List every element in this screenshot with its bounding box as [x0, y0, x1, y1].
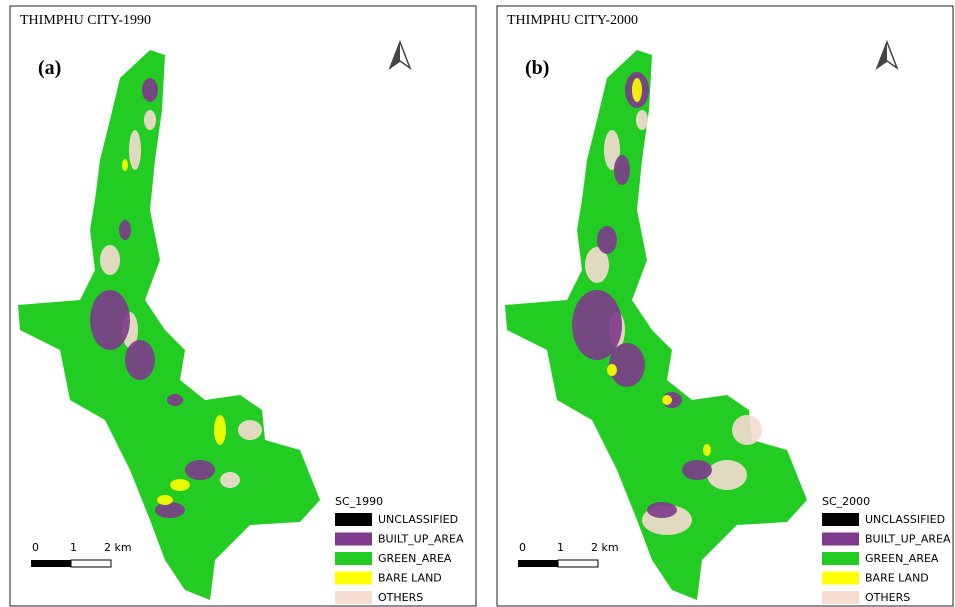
- scale-label: 2 km: [591, 541, 619, 554]
- land-patch: [100, 245, 120, 275]
- land-patch: [157, 495, 173, 505]
- panel-label: (b): [525, 57, 549, 79]
- scale-bar-black: [31, 560, 71, 567]
- scale-bar-white: [71, 560, 111, 567]
- legend-label: BUILT_UP_AREA: [378, 533, 464, 546]
- scale-label: 1: [70, 541, 77, 554]
- legend-label: UNCLASSIFIED: [378, 513, 458, 526]
- land-patch: [703, 444, 711, 456]
- legend-label: GREEN_AREA: [378, 552, 452, 565]
- figure: THIMPHU CITY-1990 (a) SC_1990 UNCLASSIFIED B…: [0, 0, 955, 607]
- land-patch: [90, 290, 130, 350]
- legend-label: BARE LAND: [378, 572, 442, 585]
- legend-swatch: [822, 552, 859, 565]
- scale-bar-black: [518, 560, 558, 567]
- land-patch: [125, 340, 155, 380]
- land-patch: [238, 420, 262, 440]
- land-patch: [144, 110, 156, 130]
- land-patch: [707, 460, 747, 490]
- legend-swatch: [335, 552, 372, 565]
- scale-label: 0: [519, 541, 526, 554]
- land-patch: [129, 130, 141, 170]
- legend-label: OTHERS: [378, 591, 423, 604]
- scale-label: 0: [32, 541, 39, 554]
- map-title: THIMPHU CITY-1990: [20, 13, 151, 28]
- map-title: THIMPHU CITY-2000: [507, 13, 638, 28]
- land-patch: [614, 155, 630, 185]
- legend-swatch: [822, 533, 859, 546]
- legend-label: BARE LAND: [865, 572, 929, 585]
- legend-swatch: [335, 533, 372, 546]
- land-patch: [167, 394, 183, 406]
- legend-swatch: [822, 513, 859, 526]
- land-patch: [682, 460, 712, 480]
- land-patch: [662, 395, 672, 405]
- legend-title: SC_1990: [335, 495, 383, 508]
- legend-label: UNCLASSIFIED: [865, 513, 945, 526]
- legend-swatch: [822, 591, 859, 604]
- land-patch: [119, 220, 131, 240]
- land-patch: [170, 479, 190, 491]
- legend-label: GREEN_AREA: [865, 552, 939, 565]
- land-patch: [122, 159, 128, 171]
- legend-label: OTHERS: [865, 591, 910, 604]
- land-patch: [214, 415, 226, 445]
- legend-label: BUILT_UP_AREA: [865, 533, 951, 546]
- panel-label: (a): [38, 57, 61, 79]
- scale-label: 2 km: [104, 541, 132, 554]
- land-patch: [632, 78, 642, 102]
- land-patch: [607, 364, 617, 376]
- legend-swatch: [335, 572, 372, 585]
- land-patch: [220, 472, 240, 488]
- legend-swatch: [335, 591, 372, 604]
- legend-swatch: [822, 572, 859, 585]
- land-patch: [647, 502, 677, 518]
- land-patch: [185, 460, 215, 480]
- map-panel: THIMPHU CITY-1990 (a) SC_1990 UNCLASSIFIED B…: [10, 6, 476, 606]
- land-patch: [597, 226, 617, 254]
- scale-label: 1: [557, 541, 564, 554]
- map-panel: THIMPHU CITY-2000 (b) SC_2000 UNCLASSIFIED B…: [497, 6, 953, 606]
- legend-title: SC_2000: [822, 495, 870, 508]
- land-patch: [732, 415, 762, 445]
- scale-bar-white: [558, 560, 598, 567]
- land-patch: [636, 110, 648, 130]
- land-patch: [142, 78, 158, 102]
- legend-swatch: [335, 513, 372, 526]
- land-patch: [155, 502, 185, 518]
